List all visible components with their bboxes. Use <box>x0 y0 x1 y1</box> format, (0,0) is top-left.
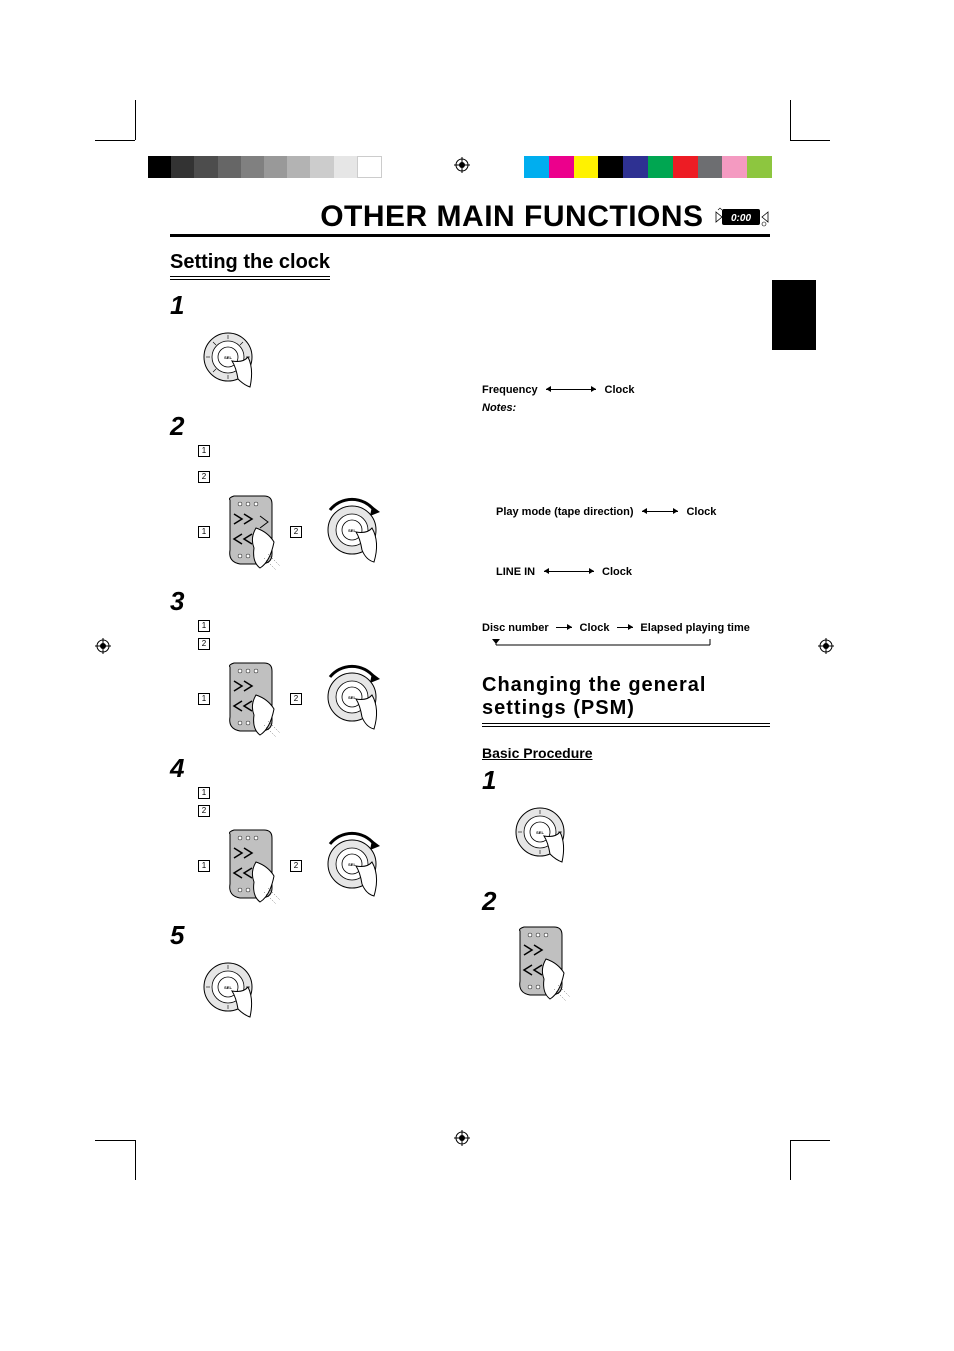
svg-text:SEL: SEL <box>536 830 544 835</box>
section-title-psm: Changing the general settings (PSM) <box>482 674 770 727</box>
return-arrow-icon <box>482 639 762 651</box>
dial-press-icon: SEL <box>198 957 268 1027</box>
substep-2: 2 <box>198 471 210 483</box>
svg-text:0:00: 0:00 <box>731 213 751 224</box>
svg-text:SEL: SEL <box>348 695 356 700</box>
svg-text:SEL: SEL <box>348 528 356 533</box>
clock-label: Clock <box>686 506 716 518</box>
registration-mark-icon <box>95 638 111 654</box>
grayscale-colorbar <box>148 156 382 178</box>
language-tab <box>772 280 816 350</box>
clock-display-icon: 0:00 <box>714 206 770 228</box>
psm-step-2-number: 2 <box>482 886 770 917</box>
dial-press-icon: SEL <box>198 327 268 397</box>
clock-label: Clock <box>602 566 632 578</box>
step-4-number: 4 <box>170 753 458 784</box>
registration-mark-icon <box>454 157 470 173</box>
linein-label: LINE IN <box>496 566 535 578</box>
elapsed-label: Elapsed playing time <box>640 622 749 634</box>
frequency-label: Frequency <box>482 384 538 396</box>
disc-label: Disc number <box>482 622 549 634</box>
control-panel-icon <box>220 492 280 572</box>
step-5-number: 5 <box>170 920 458 951</box>
control-panel-icon <box>510 923 570 1003</box>
dial-rotate-icon: SEL <box>312 492 392 572</box>
registration-mark-icon <box>818 638 834 654</box>
dial-rotate-icon: SEL <box>312 659 392 739</box>
section-title-clock: Setting the clock <box>170 251 330 280</box>
control-panel-icon <box>220 659 280 739</box>
dial-press-icon: SEL <box>510 802 580 872</box>
cmyk-colorbar <box>524 156 772 178</box>
playmode-label: Play mode (tape direction) <box>496 506 634 518</box>
svg-text:SEL: SEL <box>224 355 232 360</box>
svg-text:SEL: SEL <box>348 862 356 867</box>
psm-step-1-number: 1 <box>482 765 770 796</box>
step-3-number: 3 <box>170 586 458 617</box>
clock-label: Clock <box>580 622 610 634</box>
step-1-number: 1 <box>170 290 458 321</box>
svg-text:SEL: SEL <box>224 985 232 990</box>
main-title: OTHER MAIN FUNCTIONS <box>320 200 703 233</box>
notes-label: Notes: <box>482 402 770 414</box>
control-panel-icon <box>220 826 280 906</box>
clock-label: Clock <box>605 384 635 396</box>
substep-1: 1 <box>198 445 210 457</box>
step-2-number: 2 <box>170 411 458 442</box>
basic-procedure-heading: Basic Procedure <box>482 745 770 761</box>
dial-rotate-icon: SEL <box>312 826 392 906</box>
